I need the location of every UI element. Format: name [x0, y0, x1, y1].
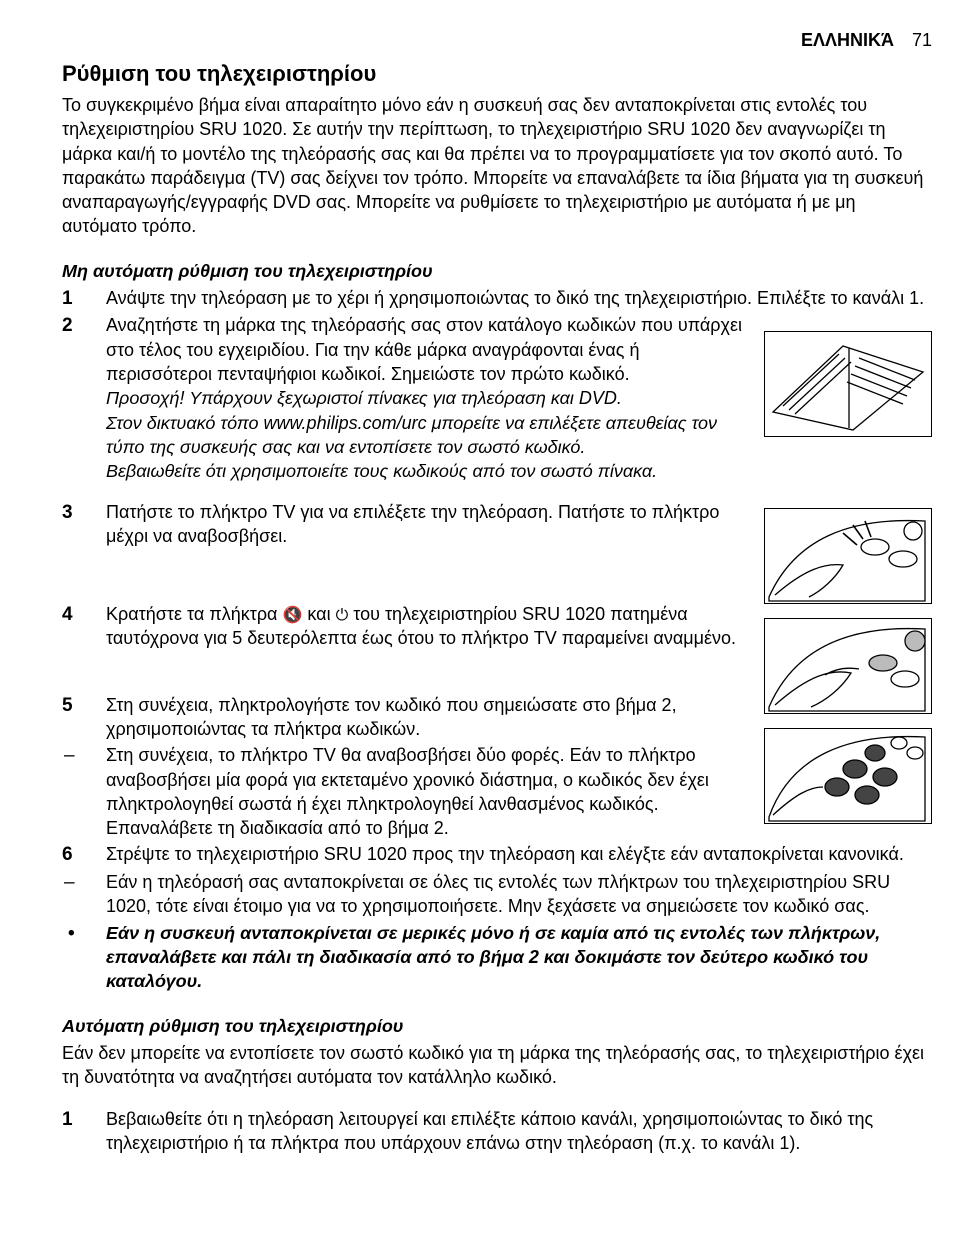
- note-line-2: Στον δικτυακό τόπο www.philips.com/urc μ…: [106, 411, 742, 460]
- step-marker: 3: [62, 500, 106, 526]
- header-language: ΕΛΛΗΝΙΚΆ: [801, 30, 894, 51]
- power-icon: ⏻: [336, 605, 349, 627]
- step-marker: 4: [62, 602, 106, 628]
- auto-steps-list: 1 Βεβαιωθείτε ότι η τηλεόραση λειτουργεί…: [62, 1107, 932, 1156]
- step-5: 5 Στη συνέχεια, πληκτρολογήστε τον κωδικ…: [62, 693, 932, 742]
- step-marker: –: [62, 743, 106, 769]
- step-text-p: Αναζητήστε τη μάρκα της τηλεόρασής σας σ…: [106, 313, 742, 386]
- manual-title: Μη αυτόματη ρύθμιση του τηλεχειριστηρίου: [62, 261, 932, 282]
- step-1: 1 Ανάψτε την τηλεόραση με το χέρι ή χρησ…: [62, 286, 932, 312]
- auto-intro: Εάν δεν μπορείτε να εντοπίσετε τον σωστό…: [62, 1041, 932, 1090]
- step-text-pre: Κρατήστε τα πλήκτρα: [106, 604, 282, 624]
- step-5-cont: – Στη συνέχεια, το πλήκτρο TV θα αναβοσβ…: [62, 743, 932, 840]
- step-2: 2 Αναζητήστε τη μάρκα της τηλεόρασής σας…: [62, 313, 932, 483]
- section-gap: [62, 996, 932, 1016]
- step-6: 6 Στρέψτε το τηλεχειριστήριο SRU 1020 πρ…: [62, 842, 932, 868]
- step-text: Εάν η τηλεόρασή σας ανταποκρίνεται σε όλ…: [106, 870, 932, 919]
- step-marker: 6: [62, 842, 106, 868]
- step-marker: –: [62, 870, 106, 896]
- manual-page: ΕΛΛΗΝΙΚΆ 71 Ρύθμιση του τηλεχειριστηρίου…: [0, 0, 954, 1246]
- step-text: Στρέψτε το τηλεχειριστήριο SRU 1020 προς…: [106, 842, 932, 866]
- manual-steps-list: 1 Ανάψτε την τηλεόραση με το χέρι ή χρησ…: [62, 286, 932, 994]
- step-marker: 5: [62, 693, 106, 719]
- section-title: Ρύθμιση του τηλεχειριστηρίου: [62, 61, 932, 87]
- note-line-3: Βεβαιωθείτε ότι χρησιμοποιείτε τους κωδι…: [106, 459, 742, 483]
- step-text: Εάν η συσκευή ανταποκρίνεται σε μερικές …: [106, 921, 932, 994]
- step-text: Αναζητήστε τη μάρκα της τηλεόρασής σας σ…: [106, 313, 932, 483]
- step-marker: 1: [62, 1107, 106, 1133]
- step-marker: 1: [62, 286, 106, 312]
- step-text: Στη συνέχεια, πληκτρολογήστε τον κωδικό …: [106, 693, 932, 742]
- section-intro: Το συγκεκριμένο βήμα είναι απαραίτητο μό…: [62, 93, 932, 239]
- step-bullet: • Εάν η συσκευή ανταποκρίνεται σε μερικέ…: [62, 921, 932, 994]
- step-marker: •: [62, 921, 106, 947]
- step-3: 3 Πατήστε το πλήκτρο TV για να επιλέξετε…: [62, 500, 932, 549]
- note-line-1: Προσοχή! Υπάρχουν ξεχωριστοί πίνακες για…: [106, 386, 742, 410]
- header-page-number: 71: [912, 30, 932, 51]
- auto-step-1: 1 Βεβαιωθείτε ότι η τηλεόραση λειτουργεί…: [62, 1107, 932, 1156]
- step-text: Ανάψτε την τηλεόραση με το χέρι ή χρησιμ…: [106, 286, 932, 310]
- step-4: 4 Κρατήστε τα πλήκτρα 🔇 και ⏻ του τηλεχε…: [62, 602, 932, 651]
- step-text: Πατήστε το πλήκτρο TV για να επιλέξετε τ…: [106, 500, 932, 549]
- step-marker: 2: [62, 313, 106, 339]
- step-6-cont: – Εάν η τηλεόρασή σας ανταποκρίνεται σε …: [62, 870, 932, 919]
- page-header: ΕΛΛΗΝΙΚΆ 71: [62, 30, 932, 51]
- step-text: Κρατήστε τα πλήκτρα 🔇 και ⏻ του τηλεχειρ…: [106, 602, 932, 651]
- step-gap: [62, 486, 932, 500]
- mute-icon: 🔇: [282, 605, 302, 627]
- step-text-mid: και: [302, 604, 335, 624]
- step-text: Στη συνέχεια, το πλήκτρο TV θα αναβοσβήσ…: [106, 743, 932, 840]
- auto-title: Αυτόματη ρύθμιση του τηλεχειριστηρίου: [62, 1016, 932, 1037]
- step-text: Βεβαιωθείτε ότι η τηλεόραση λειτουργεί κ…: [106, 1107, 932, 1156]
